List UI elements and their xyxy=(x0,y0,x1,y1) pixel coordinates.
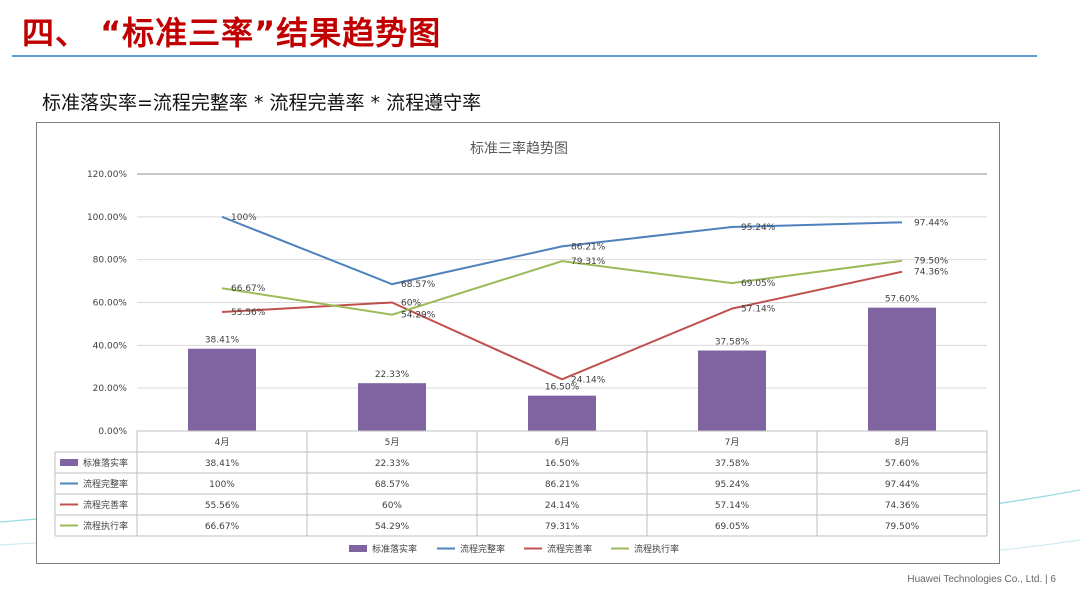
series-line xyxy=(221,215,903,286)
y-tick-label: 60.00% xyxy=(93,299,128,309)
table-row-label: 流程完善率 xyxy=(83,499,128,511)
table-cell: 69.05% xyxy=(715,522,750,532)
table-cell: 54.29% xyxy=(375,522,410,532)
table-cell: 97.44% xyxy=(885,480,920,490)
bar xyxy=(868,307,936,431)
bar-data-label: 37.58% xyxy=(715,338,750,348)
category-label: 4月 xyxy=(215,437,230,448)
line-data-label: 24.14% xyxy=(571,375,606,385)
bar xyxy=(698,350,766,431)
bar-series xyxy=(188,307,936,431)
bar-data-label: 38.41% xyxy=(205,336,240,346)
line-data-label: 57.14% xyxy=(741,305,776,315)
bar-data-label: 57.60% xyxy=(885,295,920,305)
table-cell: 57.60% xyxy=(885,459,920,469)
table-cell: 55.56% xyxy=(205,501,240,511)
data-labels: 38.41% 22.33% 16.50% 37.58% 57.60% 100% 68.57%… xyxy=(205,213,949,393)
y-axis-ticks: 0.00% 20.00% 40.00% 60.00% 80.00% 100.00% 120.… xyxy=(87,170,127,437)
table-legend-key xyxy=(60,459,78,466)
category-label: 6月 xyxy=(555,437,570,448)
table-cell: 74.36% xyxy=(885,501,920,511)
series-line xyxy=(221,270,903,381)
y-tick-label: 0.00% xyxy=(98,427,127,437)
legend-label: 流程完整率 xyxy=(460,543,505,555)
line-data-label: 95.24% xyxy=(741,223,776,233)
legend-label: 流程完善率 xyxy=(547,543,592,555)
table-cell: 16.50% xyxy=(545,459,580,469)
table-cell: 66.67% xyxy=(205,522,240,532)
y-tick-label: 120.00% xyxy=(87,170,127,180)
line-data-label: 68.57% xyxy=(401,280,436,290)
legend-label: 流程执行率 xyxy=(634,543,679,555)
y-tick-label: 20.00% xyxy=(93,384,128,394)
bar-data-label: 22.33% xyxy=(375,370,410,380)
legend: 标准落实率 流程完整率 流程完善率 流程执行率 xyxy=(349,543,679,555)
legend-label: 标准落实率 xyxy=(372,543,417,555)
category-label: 8月 xyxy=(895,437,910,448)
chart-container: 标准三率趋势图 0.00% 20.00% 40.00% 60.00% 80.00% 100… xyxy=(36,122,1000,564)
bar xyxy=(528,395,596,431)
line-data-label: 100% xyxy=(231,213,257,223)
footer-text: Huawei Technologies Co., Ltd. | 6 xyxy=(907,574,1056,585)
table-cell: 86.21% xyxy=(545,480,580,490)
category-label: 7月 xyxy=(725,437,740,448)
table-row-label: 流程完整率 xyxy=(83,478,128,490)
trend-chart: 标准三率趋势图 0.00% 20.00% 40.00% 60.00% 80.00% 100… xyxy=(54,140,988,555)
table-row-label: 标准落实率 xyxy=(83,457,128,469)
table-row-label: 流程执行率 xyxy=(83,520,128,532)
table-cell: 60% xyxy=(382,501,402,511)
y-tick-label: 40.00% xyxy=(93,341,128,351)
bar-data-label: 16.50% xyxy=(545,383,580,393)
table-cell: 24.14% xyxy=(545,501,580,511)
table-cell: 68.57% xyxy=(375,480,410,490)
category-label: 5月 xyxy=(385,437,400,448)
series-line xyxy=(221,259,903,316)
table-cell: 22.33% xyxy=(375,459,410,469)
legend-key xyxy=(349,545,367,552)
table-cell: 79.50% xyxy=(885,522,920,532)
chart-title: 标准三率趋势图 xyxy=(470,140,568,157)
y-tick-label: 100.00% xyxy=(87,213,127,223)
table-cell: 57.14% xyxy=(715,501,750,511)
y-tick-label: 80.00% xyxy=(93,256,128,266)
line-data-label: 97.44% xyxy=(914,218,949,228)
line-data-label: 55.56% xyxy=(231,308,266,318)
line-data-label: 60% xyxy=(401,299,421,309)
line-series xyxy=(221,215,903,381)
formula-text: 标准落实率=流程完整率 * 流程完善率 * 流程遵守率 xyxy=(42,92,482,114)
line-data-label: 79.31% xyxy=(571,257,606,267)
table-cell: 37.58% xyxy=(715,459,750,469)
line-data-label: 54.29% xyxy=(401,311,436,321)
line-data-label: 66.67% xyxy=(231,284,266,294)
table-cell: 100% xyxy=(209,480,235,490)
slide-title: 四、 “标准三率”结果趋势图 xyxy=(22,14,442,52)
line-data-label: 74.36% xyxy=(914,268,949,278)
bar xyxy=(358,383,426,431)
bar xyxy=(188,348,256,431)
table-cell: 95.24% xyxy=(715,480,750,490)
line-data-label: 69.05% xyxy=(741,279,776,289)
table-cell: 79.31% xyxy=(545,522,580,532)
line-data-label: 79.50% xyxy=(914,257,949,267)
title-divider xyxy=(12,55,1037,57)
table-cell: 38.41% xyxy=(205,459,240,469)
line-data-label: 86.21% xyxy=(571,242,606,252)
